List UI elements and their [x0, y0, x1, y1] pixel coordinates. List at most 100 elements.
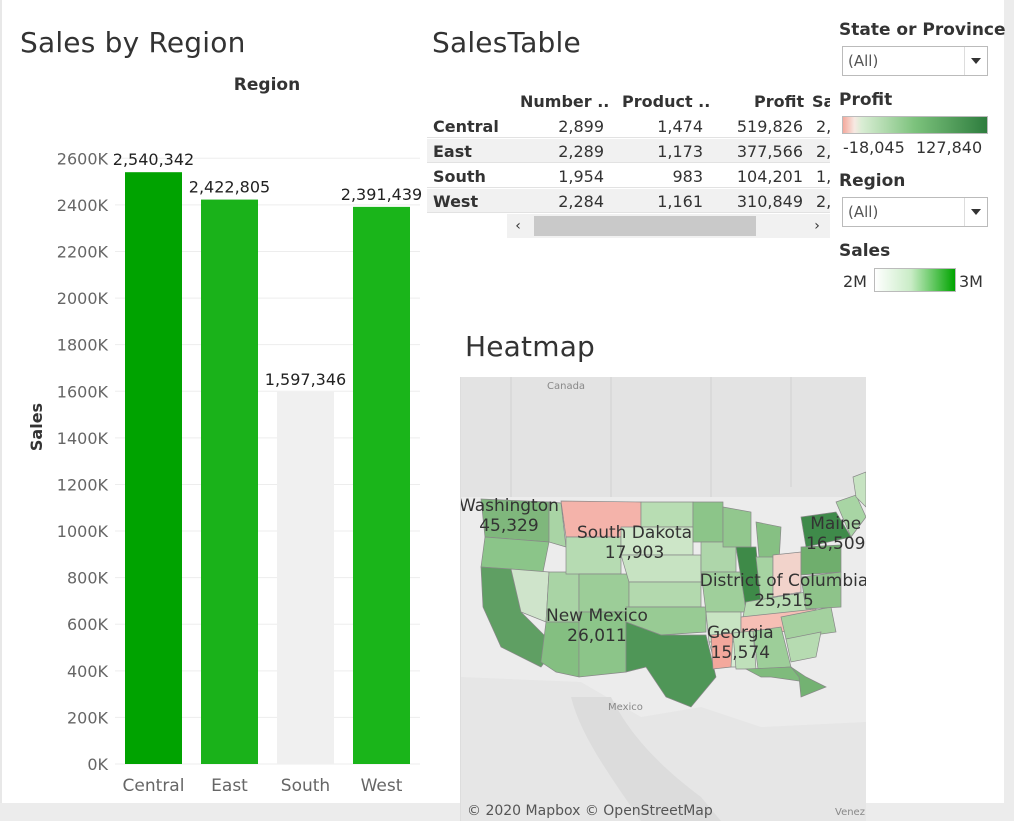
state-profit: 17,903	[604, 543, 665, 563]
chevron-down-icon[interactable]	[964, 198, 987, 226]
basemap-label-venezuela: Venez	[835, 807, 865, 818]
scroll-right-button[interactable]: ›	[814, 218, 820, 234]
cell-sales: 2,	[816, 142, 830, 161]
heatmap-map[interactable]: Canada Mexico Venez Washington 45,329 So…	[460, 377, 866, 821]
y-tick-label: 400K	[67, 662, 109, 681]
x-tick-label: South	[281, 776, 330, 796]
row-divider	[427, 137, 830, 138]
state-name: Maine	[810, 514, 862, 534]
sales-legend-max: 3M	[959, 272, 983, 291]
profit-legend-label: Profit	[839, 90, 893, 110]
map-label-new-mexico: New Mexico 26,011	[546, 606, 648, 646]
map-attribution[interactable]: © 2020 Mapbox © OpenStreetMap	[467, 803, 713, 819]
sales-legend-min: 2M	[843, 272, 867, 291]
bar-chart-title: Sales by Region	[20, 26, 246, 59]
region-filter-value: (All)	[848, 203, 879, 221]
map-label-washington: Washington 45,329	[460, 496, 559, 536]
table-row[interactable]: West 2,284 1,161 310,849 2,	[427, 189, 830, 213]
state-name: South Dakota	[577, 523, 693, 543]
cell-region: Central	[433, 117, 499, 136]
left-edge	[0, 0, 2, 803]
profit-legend-min: -18,045	[843, 138, 905, 157]
cell-product: 983	[672, 167, 703, 186]
cell-sales: 2,	[816, 192, 830, 211]
sales-legend-label: Sales	[839, 241, 891, 261]
cell-number: 2,289	[558, 142, 604, 161]
y-axis-title: Sales	[27, 403, 46, 451]
region-filter-dropdown[interactable]: (All)	[842, 197, 988, 227]
state-filter-label: State or Province	[839, 20, 1006, 40]
cell-region: West	[433, 192, 479, 211]
state-name: Georgia	[707, 623, 774, 643]
profit-color-ramp	[842, 116, 988, 134]
column-header-product[interactable]: Product ..	[622, 92, 711, 111]
state-filter-value: (All)	[848, 52, 879, 70]
y-tick-label: 1800K	[57, 336, 109, 355]
x-tick-label: East	[211, 776, 248, 796]
y-tick-label: 800K	[67, 569, 109, 588]
table-row[interactable]: Central 2,899 1,474 519,826 2,	[427, 114, 830, 138]
state-profit: 16,509	[806, 534, 866, 554]
sales-table: Number .. Product .. Profit Sa Central 2,…	[427, 88, 830, 240]
bar	[353, 206, 410, 764]
state-filter-dropdown[interactable]: (All)	[842, 46, 988, 76]
sales-color-ramp	[874, 268, 956, 292]
cell-region: South	[433, 167, 486, 186]
state-name: Washington	[460, 496, 559, 516]
y-tick-label: 1200K	[57, 475, 109, 494]
y-tick-label: 1600K	[57, 382, 109, 401]
column-header-number[interactable]: Number ..	[520, 92, 610, 111]
map-label-district-of-columbia: District of Columbia 25,515	[699, 571, 866, 611]
x-tick-label: West	[361, 776, 403, 796]
state-name: New Mexico	[546, 606, 648, 626]
map-label-maine: Maine 16,509	[806, 514, 865, 554]
sales-by-region-chart: Region Sales 0K 200K 400K 600K 800K 1000K 1200K 1…	[27, 75, 422, 796]
state-profit: 15,574	[710, 643, 771, 663]
bar	[277, 391, 334, 764]
map-title: Heatmap	[465, 330, 596, 363]
state-name: District of Columbia	[699, 571, 866, 591]
table-row[interactable]: South 1,954 983 104,201 1,	[427, 164, 830, 188]
region-header-label: Region	[234, 75, 300, 95]
cell-profit: 104,201	[736, 167, 803, 186]
chevron-down-icon[interactable]	[964, 47, 987, 75]
bar-value-label: 2,422,805	[189, 178, 270, 197]
column-header-sales[interactable]: Sa	[812, 92, 830, 111]
cell-region: East	[433, 142, 472, 161]
map-label-south-dakota: South Dakota 17,903	[577, 523, 692, 563]
profit-legend-max: 127,840	[916, 138, 983, 157]
y-tick-label: 0K	[87, 755, 108, 774]
cell-product: 1,474	[657, 117, 703, 136]
x-tick-label: Central	[123, 776, 185, 796]
scroll-left-button[interactable]: ‹	[515, 218, 521, 234]
cell-profit: 310,849	[736, 192, 803, 211]
basemap-label-mexico: Mexico	[608, 702, 643, 713]
column-header-profit[interactable]: Profit	[754, 92, 805, 111]
bar-value-label: 2,540,342	[113, 150, 194, 169]
bar	[201, 199, 258, 764]
cell-sales: 1,	[816, 167, 830, 186]
cell-number: 2,899	[558, 117, 604, 136]
cell-profit: 377,566	[736, 142, 803, 161]
table-title: SalesTable	[432, 26, 581, 59]
state-profit: 45,329	[479, 516, 539, 536]
y-tick-label: 1000K	[57, 522, 109, 541]
table-row[interactable]: East 2,289 1,173 377,566 2,	[427, 139, 830, 163]
y-tick-label: 200K	[67, 708, 109, 727]
region-filter-label: Region	[839, 171, 906, 191]
state-profit: 26,011	[567, 626, 627, 646]
bar	[125, 172, 182, 764]
us-states-map	[461, 377, 866, 821]
bar-value-label: 1,597,346	[265, 370, 346, 389]
scrollbar-thumb[interactable]	[534, 216, 756, 236]
y-tick-label: 2400K	[57, 196, 109, 215]
cell-product: 1,173	[657, 142, 703, 161]
basemap-label-canada: Canada	[547, 381, 586, 392]
cell-number: 1,954	[558, 167, 604, 186]
row-divider	[427, 162, 830, 163]
bar-value-label: 2,391,439	[341, 185, 422, 204]
y-tick-label: 600K	[67, 615, 109, 634]
row-divider	[427, 212, 830, 213]
state-profit: 25,515	[754, 591, 814, 611]
y-tick-label: 1400K	[57, 429, 109, 448]
